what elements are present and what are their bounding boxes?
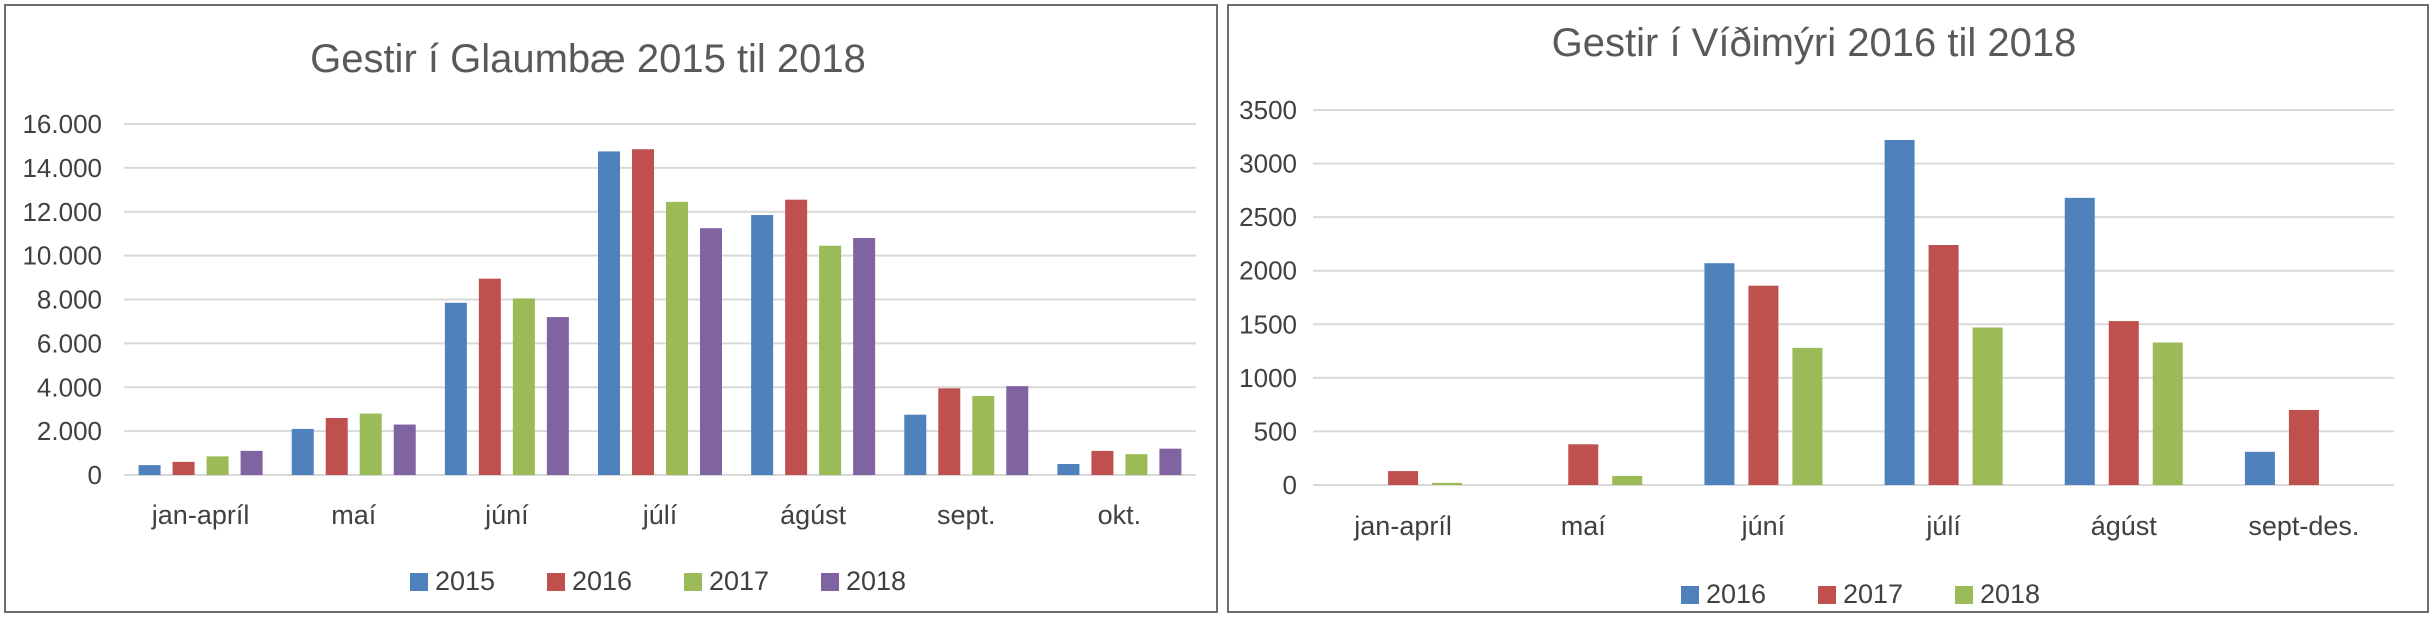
- y-tick-label: 10.000: [22, 241, 102, 271]
- y-tick-label: 4.000: [37, 372, 102, 402]
- x-category-label: sept.: [937, 500, 996, 530]
- x-category-label: júní: [484, 500, 529, 530]
- bar: [1928, 245, 1959, 485]
- bar: [751, 215, 774, 475]
- chart-title: Gestir í Glaumbæ 2015 til 2018: [310, 37, 866, 81]
- legend-label: 2017: [1843, 579, 1903, 609]
- bar: [1057, 464, 1080, 475]
- chart-panel-vidimyri: Gestir í Víðimýri 2016 til 2018 0 500 1000…: [1227, 4, 2429, 613]
- y-tick-label: 0: [88, 460, 102, 490]
- bar: [291, 428, 314, 475]
- legend-swatch: [1681, 586, 1699, 604]
- legend-swatch: [547, 573, 565, 591]
- y-tick-label: 0: [1283, 470, 1297, 500]
- bar: [1568, 444, 1599, 485]
- bar: [1125, 454, 1148, 475]
- y-tick-label: 8.000: [37, 285, 102, 315]
- bar: [444, 302, 467, 475]
- bar: [1792, 347, 1823, 485]
- bar: [632, 149, 654, 475]
- bar: [2152, 342, 2183, 485]
- bar: [240, 450, 263, 475]
- bar: [1748, 285, 1779, 485]
- bar: [393, 424, 416, 475]
- y-tick-label: 500: [1254, 416, 1297, 446]
- legend-swatch: [821, 573, 839, 591]
- bar: [1612, 475, 1643, 485]
- x-category-label: okt.: [1098, 500, 1142, 530]
- bar: [1006, 386, 1029, 475]
- bar: [1972, 327, 2003, 485]
- bar: [1704, 263, 1735, 485]
- x-category-label: maí: [1561, 511, 1607, 541]
- legend-swatch: [1818, 586, 1836, 604]
- y-tick-label: 3500: [1239, 95, 1297, 125]
- x-category-label: júlí: [642, 500, 678, 530]
- x-category-label: ágúst: [2091, 511, 2158, 541]
- legend-label: 2016: [1706, 579, 1766, 609]
- bar: [172, 461, 195, 475]
- legend-swatch: [410, 573, 428, 591]
- bar: [666, 201, 688, 476]
- y-tick-label: 3000: [1239, 149, 1297, 179]
- y-tick-label: 1500: [1239, 309, 1297, 339]
- y-tick-label: 1000: [1239, 363, 1297, 393]
- bar: [1091, 450, 1114, 475]
- chart-panel-glaumbaer: Gestir í Glaumbæ 2015 til 2018 0 2.000 4.0…: [4, 4, 1218, 613]
- x-category-label: sept-des.: [2248, 511, 2359, 541]
- bar: [1159, 448, 1182, 475]
- y-tick-label: 14.000: [22, 153, 102, 183]
- bar: [1432, 482, 1463, 485]
- chart-vidimyri: Gestir í Víðimýri 2016 til 2018 0 500 1000…: [1239, 21, 2394, 609]
- chart-glaumbaer: Gestir í Glaumbæ 2015 til 2018 0 2.000 4.0…: [22, 37, 1196, 596]
- legend-label: 2017: [709, 566, 769, 596]
- legend-swatch: [1955, 586, 1973, 604]
- bar: [512, 298, 535, 475]
- bar: [785, 199, 808, 475]
- x-category-label: jan-apríl: [151, 500, 250, 530]
- bar: [2244, 451, 2275, 485]
- bar: [700, 228, 722, 475]
- bar: [546, 317, 569, 475]
- bar: [1388, 471, 1419, 485]
- y-tick-label: 16.000: [22, 109, 102, 139]
- x-category-label: ágúst: [780, 500, 847, 530]
- y-tick-label: 2000: [1239, 256, 1297, 286]
- x-category-label: júní: [1741, 511, 1786, 541]
- x-category-label: júlí: [1925, 511, 1961, 541]
- bar: [478, 278, 501, 475]
- bar: [904, 414, 927, 475]
- x-category-label: jan-apríl: [1353, 511, 1452, 541]
- bar: [853, 238, 876, 475]
- y-tick-label: 2.000: [37, 416, 102, 446]
- x-category-label: maí: [331, 500, 377, 530]
- bar: [1884, 140, 1915, 485]
- bar: [138, 465, 161, 475]
- bar: [359, 413, 382, 475]
- bar: [819, 245, 842, 475]
- bar: [325, 417, 348, 475]
- y-tick-label: 12.000: [22, 197, 102, 227]
- bar: [2064, 197, 2095, 485]
- bar: [972, 396, 995, 475]
- legend-label: 2016: [572, 566, 632, 596]
- y-tick-label: 6.000: [37, 328, 102, 358]
- legend-label: 2018: [1980, 579, 2040, 609]
- legend-swatch: [684, 573, 702, 591]
- chart-title: Gestir í Víðimýri 2016 til 2018: [1552, 21, 2077, 65]
- bar: [206, 456, 229, 475]
- bar: [938, 388, 961, 475]
- bar: [2288, 410, 2319, 485]
- bar: [598, 151, 620, 475]
- legend-label: 2018: [846, 566, 906, 596]
- legend-label: 2015: [435, 566, 495, 596]
- bar: [2108, 321, 2139, 485]
- y-tick-label: 2500: [1239, 202, 1297, 232]
